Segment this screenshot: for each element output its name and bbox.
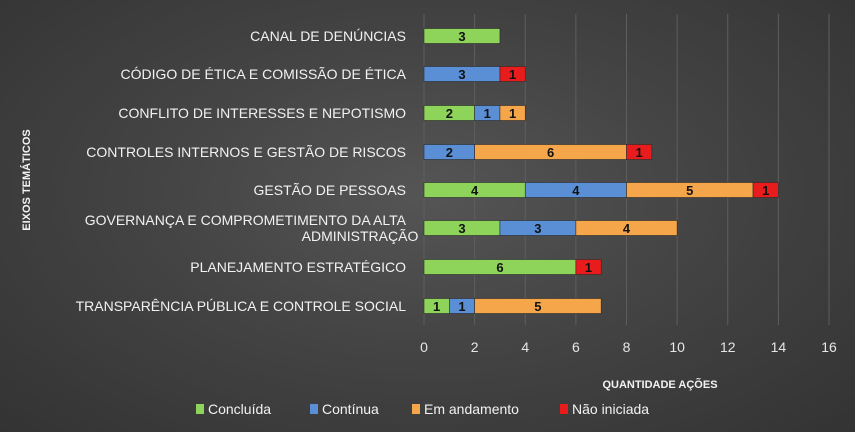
data-label: 1 <box>762 183 769 198</box>
bar-segment <box>752 182 779 198</box>
category-label: CÓDIGO DE ÉTICA E COMISSÃO DE ÉTICA <box>121 66 407 82</box>
legend-swatch <box>196 404 204 414</box>
data-label: 1 <box>636 145 643 160</box>
bar-segment <box>626 144 653 160</box>
data-label: 3 <box>458 221 465 236</box>
legend-label: Não iniciada <box>572 401 649 417</box>
bar-segment <box>499 66 526 82</box>
category-label: GOVERNANÇA E COMPROMETIMENTO DA ALTA ADMI… <box>85 212 419 244</box>
data-label: 2 <box>446 145 453 160</box>
data-label: 4 <box>623 221 631 236</box>
y-axis-title: EIXOS TEMÁTICOS <box>20 129 33 230</box>
data-label: 1 <box>585 260 592 275</box>
category-label: TRANSPARÊNCIA PÚBLICA E CONTROLE SOCIAL <box>76 298 407 314</box>
x-tick-label: 12 <box>720 339 736 355</box>
data-label: 6 <box>547 145 554 160</box>
category-label: GESTÃO DE PESSOAS <box>254 182 407 198</box>
legend: Concluída Contínua Em andamento Não iniciad… <box>196 401 649 417</box>
data-label: 2 <box>446 106 453 121</box>
x-tick-label: 0 <box>420 339 428 355</box>
x-tick-label: 6 <box>572 339 580 355</box>
bar-segment <box>499 105 526 121</box>
category-label: CONFLITO DE INTERESSES E NEPOTISMO <box>118 105 406 121</box>
legend-label: Concluída <box>208 401 271 417</box>
data-label: 4 <box>471 183 479 198</box>
x-tick-label: 8 <box>623 339 631 355</box>
bar-segment <box>423 28 501 44</box>
data-label: 1 <box>509 67 516 82</box>
x-tick-labels: 0 2 4 6 8 10 12 14 16 <box>420 339 837 355</box>
x-tick-label: 14 <box>771 339 787 355</box>
data-label: 1 <box>509 106 516 121</box>
data-label: 1 <box>458 299 465 314</box>
data-label: 1 <box>484 106 491 121</box>
data-label: 3 <box>534 221 541 236</box>
data-label: 6 <box>496 260 503 275</box>
category-label: CANAL DE DENÚNCIAS <box>250 28 406 44</box>
legend-swatch <box>412 404 420 414</box>
bar-segment <box>575 220 678 236</box>
bar-segment <box>474 298 602 314</box>
x-tick-label: 4 <box>521 339 529 355</box>
category-label: CONTROLES INTERNOS E GESTÃO DE RISCOS <box>86 144 406 160</box>
x-tick-label: 16 <box>821 339 837 355</box>
data-label: 3 <box>458 29 465 44</box>
bars: 3 3 1 2 1 1 2 6 1 4 4 5 1 3 3 4 6 1 1 1 5 <box>423 28 779 314</box>
legend-swatch <box>560 404 568 414</box>
data-label: 1 <box>433 299 440 314</box>
gridlines <box>423 14 830 325</box>
bar-segment <box>575 259 602 275</box>
category-labels: CANAL DE DENÚNCIAS CÓDIGO DE ÉTICA E COMI… <box>76 28 419 314</box>
category-label: PLANEJAMENTO ESTRATÉGICO <box>190 259 406 275</box>
legend-swatch <box>310 404 318 414</box>
data-label: 4 <box>572 183 580 198</box>
legend-label: Contínua <box>322 401 379 417</box>
data-label: 5 <box>686 183 693 198</box>
data-label: 3 <box>458 67 465 82</box>
data-label: 5 <box>534 299 541 314</box>
legend-label: Em andamento <box>424 401 519 417</box>
x-tick-label: 10 <box>669 339 685 355</box>
x-axis-title: QUANTIDADE AÇÕES <box>602 378 717 391</box>
x-tick-label: 2 <box>471 339 479 355</box>
